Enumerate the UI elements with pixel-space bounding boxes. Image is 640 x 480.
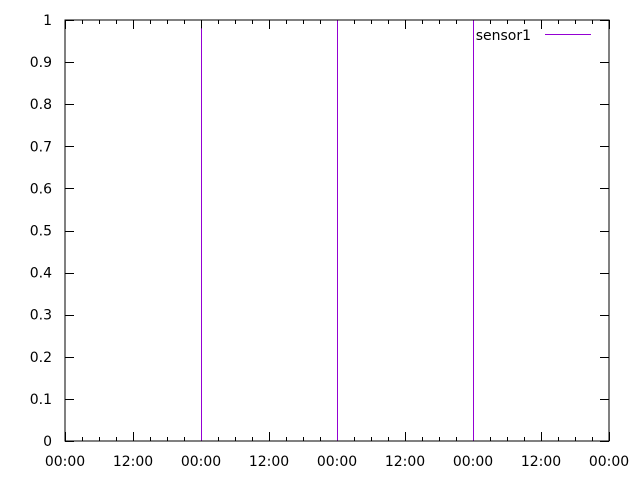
y-tick-label: 0.5 xyxy=(30,224,52,240)
y-tick-label: 0.3 xyxy=(30,308,52,324)
plot-frame xyxy=(64,19,610,442)
data-layer xyxy=(201,20,474,441)
y-tick-label: 0.9 xyxy=(30,55,52,71)
legend: sensor1 xyxy=(476,28,591,44)
x-tick-label: 12:00 xyxy=(385,454,425,470)
y-tick-label: 0.8 xyxy=(30,97,52,113)
ticks-layer: 0 0.1 0.2 0.3 0.4 0.5 0.6 0.7 0.8 0.9 1 00:00 12:00 0… xyxy=(30,13,629,470)
y-tick-label: 0.1 xyxy=(30,392,52,408)
y-tick-label: 1 xyxy=(43,13,52,29)
legend-label: sensor1 xyxy=(476,28,531,44)
y-tick-label: 0.6 xyxy=(30,181,52,197)
y-tick-label: 0 xyxy=(43,434,52,450)
x-tick-label: 00:00 xyxy=(589,454,629,470)
x-tick-label: 12:00 xyxy=(113,454,153,470)
y-tick-label: 0.2 xyxy=(30,350,52,366)
x-tick-label: 00:00 xyxy=(453,454,493,470)
x-tick-label: 00:00 xyxy=(317,454,357,470)
y-tick-label: 0.7 xyxy=(30,139,52,155)
x-tick-label: 12:00 xyxy=(249,454,289,470)
x-tick-label: 12:00 xyxy=(521,454,561,470)
x-tick-label: 00:00 xyxy=(45,454,85,470)
x-tick-label: 00:00 xyxy=(181,454,221,470)
y-tick-label: 0.4 xyxy=(30,266,52,282)
